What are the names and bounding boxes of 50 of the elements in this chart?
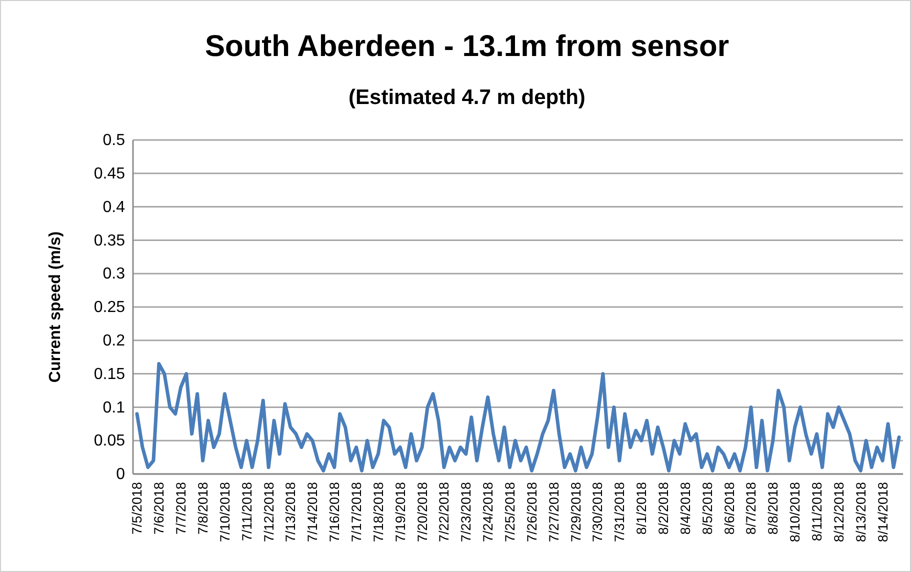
x-tick-label: 7/29/2018 xyxy=(568,482,584,542)
x-tick-label: 7/30/2018 xyxy=(590,482,606,542)
x-tick-label: 8/2/2018 xyxy=(656,482,671,535)
x-tick-label: 7/10/2018 xyxy=(217,482,232,542)
y-tick-label: 0.35 xyxy=(94,232,126,250)
x-tick-label: 8/4/2018 xyxy=(678,482,693,535)
y-tick-label: 0.4 xyxy=(102,198,126,216)
x-tick-label: 8/12/2018 xyxy=(831,482,846,542)
x-tick-label: 7/27/2018 xyxy=(546,482,562,542)
y-tick-label: 0.45 xyxy=(94,166,126,183)
x-tick-label: 7/26/2018 xyxy=(524,482,540,542)
x-tick-label: 7/16/2018 xyxy=(327,482,342,542)
x-tick-label: 8/1/2018 xyxy=(634,482,650,535)
x-tick-label: 8/10/2018 xyxy=(788,482,803,542)
y-tick-label: 0.05 xyxy=(94,432,126,450)
x-tick-label: 7/11/2018 xyxy=(239,482,254,542)
x-tick-label: 7/13/2018 xyxy=(283,482,298,542)
x-tick-label: 8/8/2018 xyxy=(766,482,781,535)
x-tick-label: 7/23/2018 xyxy=(458,482,474,542)
chart-title: South Aberdeen - 13.1m from sensor xyxy=(204,30,730,63)
x-tick-label: 7/8/2018 xyxy=(196,482,211,535)
x-tick-label: 7/31/2018 xyxy=(612,482,628,542)
line-series xyxy=(135,362,901,472)
y-tick-label: 0.1 xyxy=(102,399,126,416)
y-tick-label: 0.3 xyxy=(102,266,126,283)
y-tick-label: 0 xyxy=(116,466,126,484)
x-tick-label: 7/22/2018 xyxy=(436,482,452,542)
x-tick-label: 8/14/2018 xyxy=(875,482,890,542)
y-tick-label: 0.2 xyxy=(102,332,126,350)
y-axis-title: Current speed (m/s) xyxy=(47,231,64,383)
y-tick-label: 0.15 xyxy=(94,366,126,383)
y-tick-label: 0.5 xyxy=(102,132,126,150)
x-tick-label: 7/25/2018 xyxy=(502,482,518,542)
x-tick-label: 8/11/2018 xyxy=(809,482,824,542)
chart-subtitle: (Estimated 4.7 m depth) xyxy=(348,86,586,109)
x-tick-label: 7/19/2018 xyxy=(392,482,408,542)
x-tick-label: 8/13/2018 xyxy=(853,482,868,542)
x-tick-label: 7/6/2018 xyxy=(152,482,167,535)
x-tick-label: 7/12/2018 xyxy=(261,482,276,542)
x-tick-label: 7/17/2018 xyxy=(349,482,364,542)
y-tick-label: 0.25 xyxy=(94,299,126,316)
x-tick-label: 7/7/2018 xyxy=(174,482,189,535)
x-tick-label: 7/20/2018 xyxy=(414,482,430,542)
x-tick-label: 7/24/2018 xyxy=(480,482,496,542)
x-tick-label: 7/5/2018 xyxy=(130,482,145,535)
x-tick-label: 7/18/2018 xyxy=(370,482,386,542)
x-tick-label: 7/14/2018 xyxy=(305,482,320,542)
x-tick-label: 8/6/2018 xyxy=(722,482,737,535)
x-tick-label: 8/7/2018 xyxy=(744,482,759,535)
x-tick-label: 8/5/2018 xyxy=(700,482,715,535)
